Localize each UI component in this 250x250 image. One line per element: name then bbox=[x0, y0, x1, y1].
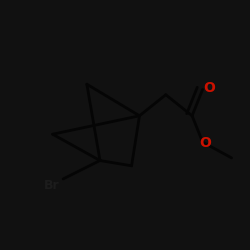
Text: O: O bbox=[203, 81, 215, 95]
Text: Br: Br bbox=[44, 179, 59, 192]
Text: O: O bbox=[199, 136, 211, 150]
